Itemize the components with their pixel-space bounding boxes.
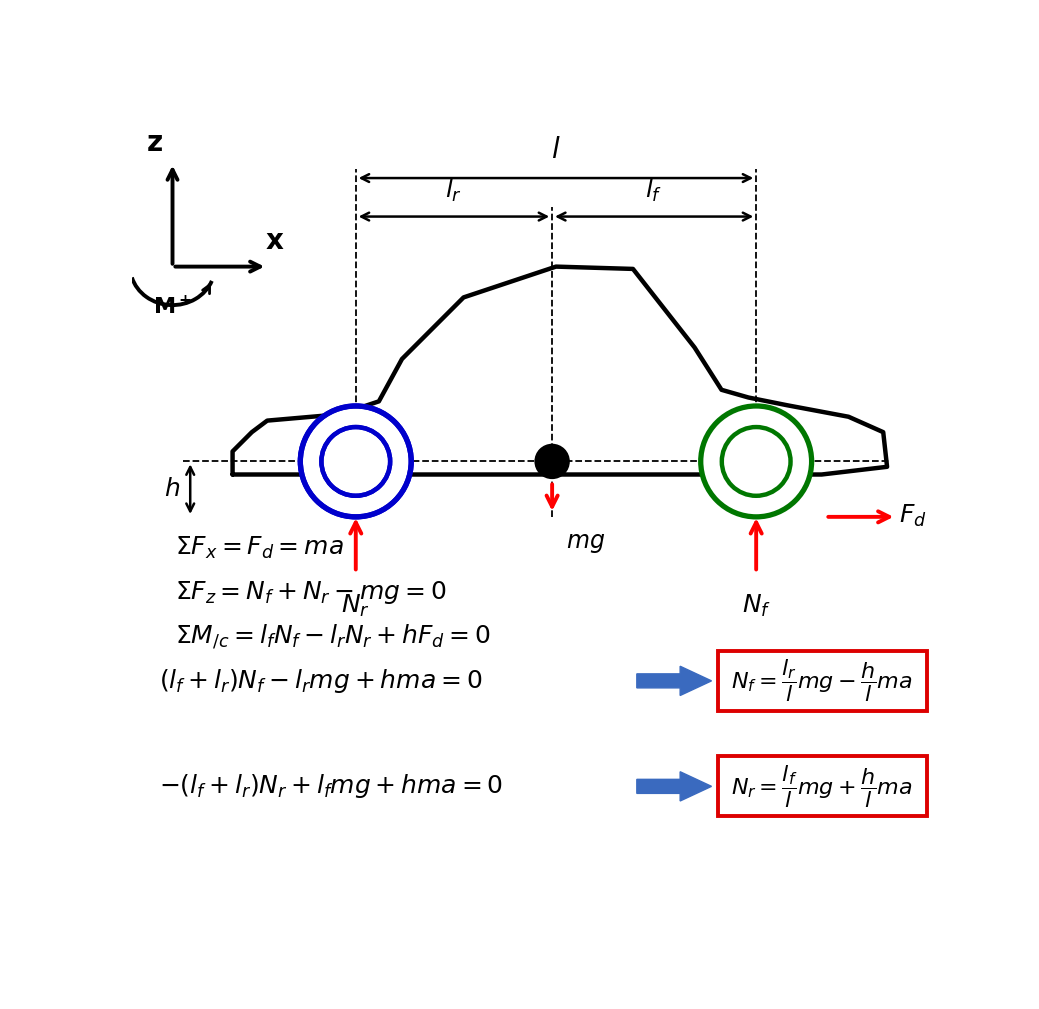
- Text: $F_d$: $F_d$: [900, 503, 927, 529]
- Text: $l$: $l$: [551, 136, 561, 164]
- Text: $\left(l_f + l_r\right)N_f - l_r mg + hma = 0$: $\left(l_f + l_r\right)N_f - l_r mg + hm…: [159, 667, 483, 695]
- Text: $N_f$: $N_f$: [742, 592, 771, 619]
- Text: $l_f$: $l_f$: [645, 177, 663, 204]
- FancyBboxPatch shape: [718, 757, 927, 816]
- Circle shape: [700, 406, 811, 517]
- FancyBboxPatch shape: [718, 651, 927, 711]
- Polygon shape: [637, 666, 712, 695]
- Text: $h$: $h$: [164, 477, 181, 501]
- Polygon shape: [536, 445, 552, 477]
- Text: $\mathbf{M^+}$: $\mathbf{M^+}$: [153, 295, 192, 319]
- Circle shape: [536, 445, 568, 477]
- Circle shape: [300, 406, 411, 517]
- Text: $\Sigma M_{/c} = l_f N_f - l_r N_r + hF_d = 0$: $\Sigma M_{/c} = l_f N_f - l_r N_r + hF_…: [175, 623, 490, 651]
- Text: $-\left(l_f + l_r\right)N_r + l_f mg + hma = 0$: $-\left(l_f + l_r\right)N_r + l_f mg + h…: [159, 772, 504, 800]
- Text: $\Sigma F_z = N_f + N_r - mg = 0$: $\Sigma F_z = N_f + N_r - mg = 0$: [175, 579, 447, 605]
- Text: $N_r = \dfrac{l_f}{l}mg + \dfrac{h}{l}ma$: $N_r = \dfrac{l_f}{l}mg + \dfrac{h}{l}ma…: [731, 763, 913, 809]
- Polygon shape: [637, 772, 712, 801]
- Text: $\mathbf{z}$: $\mathbf{z}$: [145, 129, 162, 157]
- Text: $mg$: $mg$: [566, 531, 605, 555]
- Text: $N_r$: $N_r$: [342, 592, 370, 619]
- Polygon shape: [552, 445, 568, 477]
- Text: $\mathbf{x}$: $\mathbf{x}$: [265, 227, 285, 255]
- Text: $l_r$: $l_r$: [446, 177, 462, 204]
- Text: $\Sigma F_x = F_d = ma$: $\Sigma F_x = F_d = ma$: [175, 535, 344, 561]
- Text: $N_f = \dfrac{l_r}{l}mg - \dfrac{h}{l}ma$: $N_f = \dfrac{l_r}{l}mg - \dfrac{h}{l}ma…: [731, 658, 913, 704]
